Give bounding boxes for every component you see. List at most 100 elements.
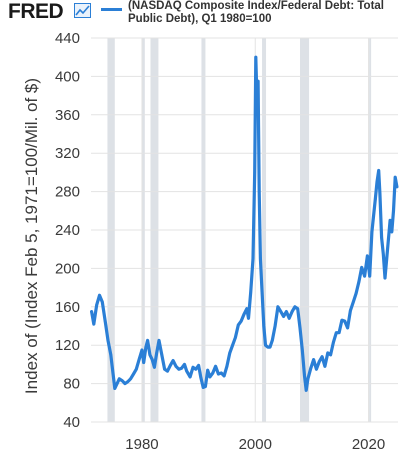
data-point [142,361,145,364]
x-tick-label-2: 2020 [352,436,385,453]
data-point [155,351,159,355]
data-point [242,313,246,316]
data-point [109,353,113,357]
data-point [378,192,382,195]
data-point [219,371,223,375]
data-point [354,292,358,295]
data-point [106,339,110,342]
data-point [166,369,169,373]
data-point [260,291,264,294]
data-point [372,214,375,217]
data-point [296,307,300,311]
data-point [309,366,313,370]
data-point [256,79,260,83]
data-point [168,364,172,367]
data-point [334,331,338,335]
y-tick-label-7: 320 [55,145,80,162]
data-point [287,317,291,320]
data-point [282,315,285,318]
data-point [385,257,388,261]
data-point [228,351,232,355]
data-point [211,371,215,375]
data-point [315,367,318,371]
y-tick-label-9: 400 [55,68,80,85]
data-point [101,300,104,304]
y-tick-label-5: 240 [55,222,80,239]
data-point [251,257,255,261]
data-point [303,374,306,378]
legend-swatch [101,8,122,11]
data-point [239,319,243,323]
data-point [148,353,152,357]
data-point [262,324,266,328]
data-point [337,331,341,335]
data-point [95,303,98,307]
gridlines [91,37,398,423]
y-tick-label-2: 120 [55,337,80,354]
data-point [255,99,259,102]
data-point [290,310,294,313]
y-tick-label-8: 360 [55,107,80,124]
data-point [351,300,355,304]
data-point [135,367,138,371]
data-point [395,185,399,189]
data-point [157,339,161,342]
data-point [276,305,280,309]
data-point [264,343,267,347]
data-point [191,365,195,369]
data-point [188,375,192,379]
data-point [326,351,330,355]
x-tick-label-1: 2000 [239,436,272,453]
data-point [273,324,277,328]
data-point [390,230,394,234]
data-point [254,55,258,59]
data-point [257,190,261,193]
x-tick-labels: 1980 2000 2020 [125,436,385,453]
data-point [208,375,212,379]
data-point [144,345,148,349]
data-point [146,339,149,342]
data-point [259,257,262,261]
data-point [115,382,119,385]
data-point [225,365,229,368]
data-point [268,345,272,349]
data-point [180,366,183,370]
data-point [383,276,387,280]
y-tick-label-4: 200 [55,260,80,277]
data-point [111,367,114,371]
legend-label: (NASDAQ Composite Index/Federal Debt: To… [128,0,385,25]
data-point [214,365,217,368]
data-point [160,353,164,357]
data-point [370,230,374,234]
data-point [349,309,352,312]
data-point [375,180,379,184]
data-point [197,364,200,367]
data-point [377,169,381,172]
data-point [249,291,253,294]
data-point [103,319,107,323]
data-point [236,323,240,327]
fred-logo[interactable]: FRED [8,0,64,23]
data-point [279,310,283,313]
data-point [340,318,344,322]
data-point [366,254,369,258]
chart-line-icon [74,3,91,18]
data-point [306,377,310,381]
data-point [201,386,205,389]
data-point [118,377,121,381]
data-point [387,238,390,241]
data-point [222,374,226,378]
data-point [245,307,249,311]
data-point [323,365,327,368]
y-axis-label: Index of (Index Feb 5, 1971=100/Mil. of … [22,78,41,394]
data-point [363,274,366,278]
series [89,55,399,392]
data-point [120,379,124,383]
data-point [329,353,332,357]
y-tick-labels: 40 80 120 160 200 240 280 320 360 400 440 [55,30,80,431]
data-point [374,197,377,201]
data-point [253,171,256,174]
data-point [185,369,189,373]
data-point [285,310,288,313]
